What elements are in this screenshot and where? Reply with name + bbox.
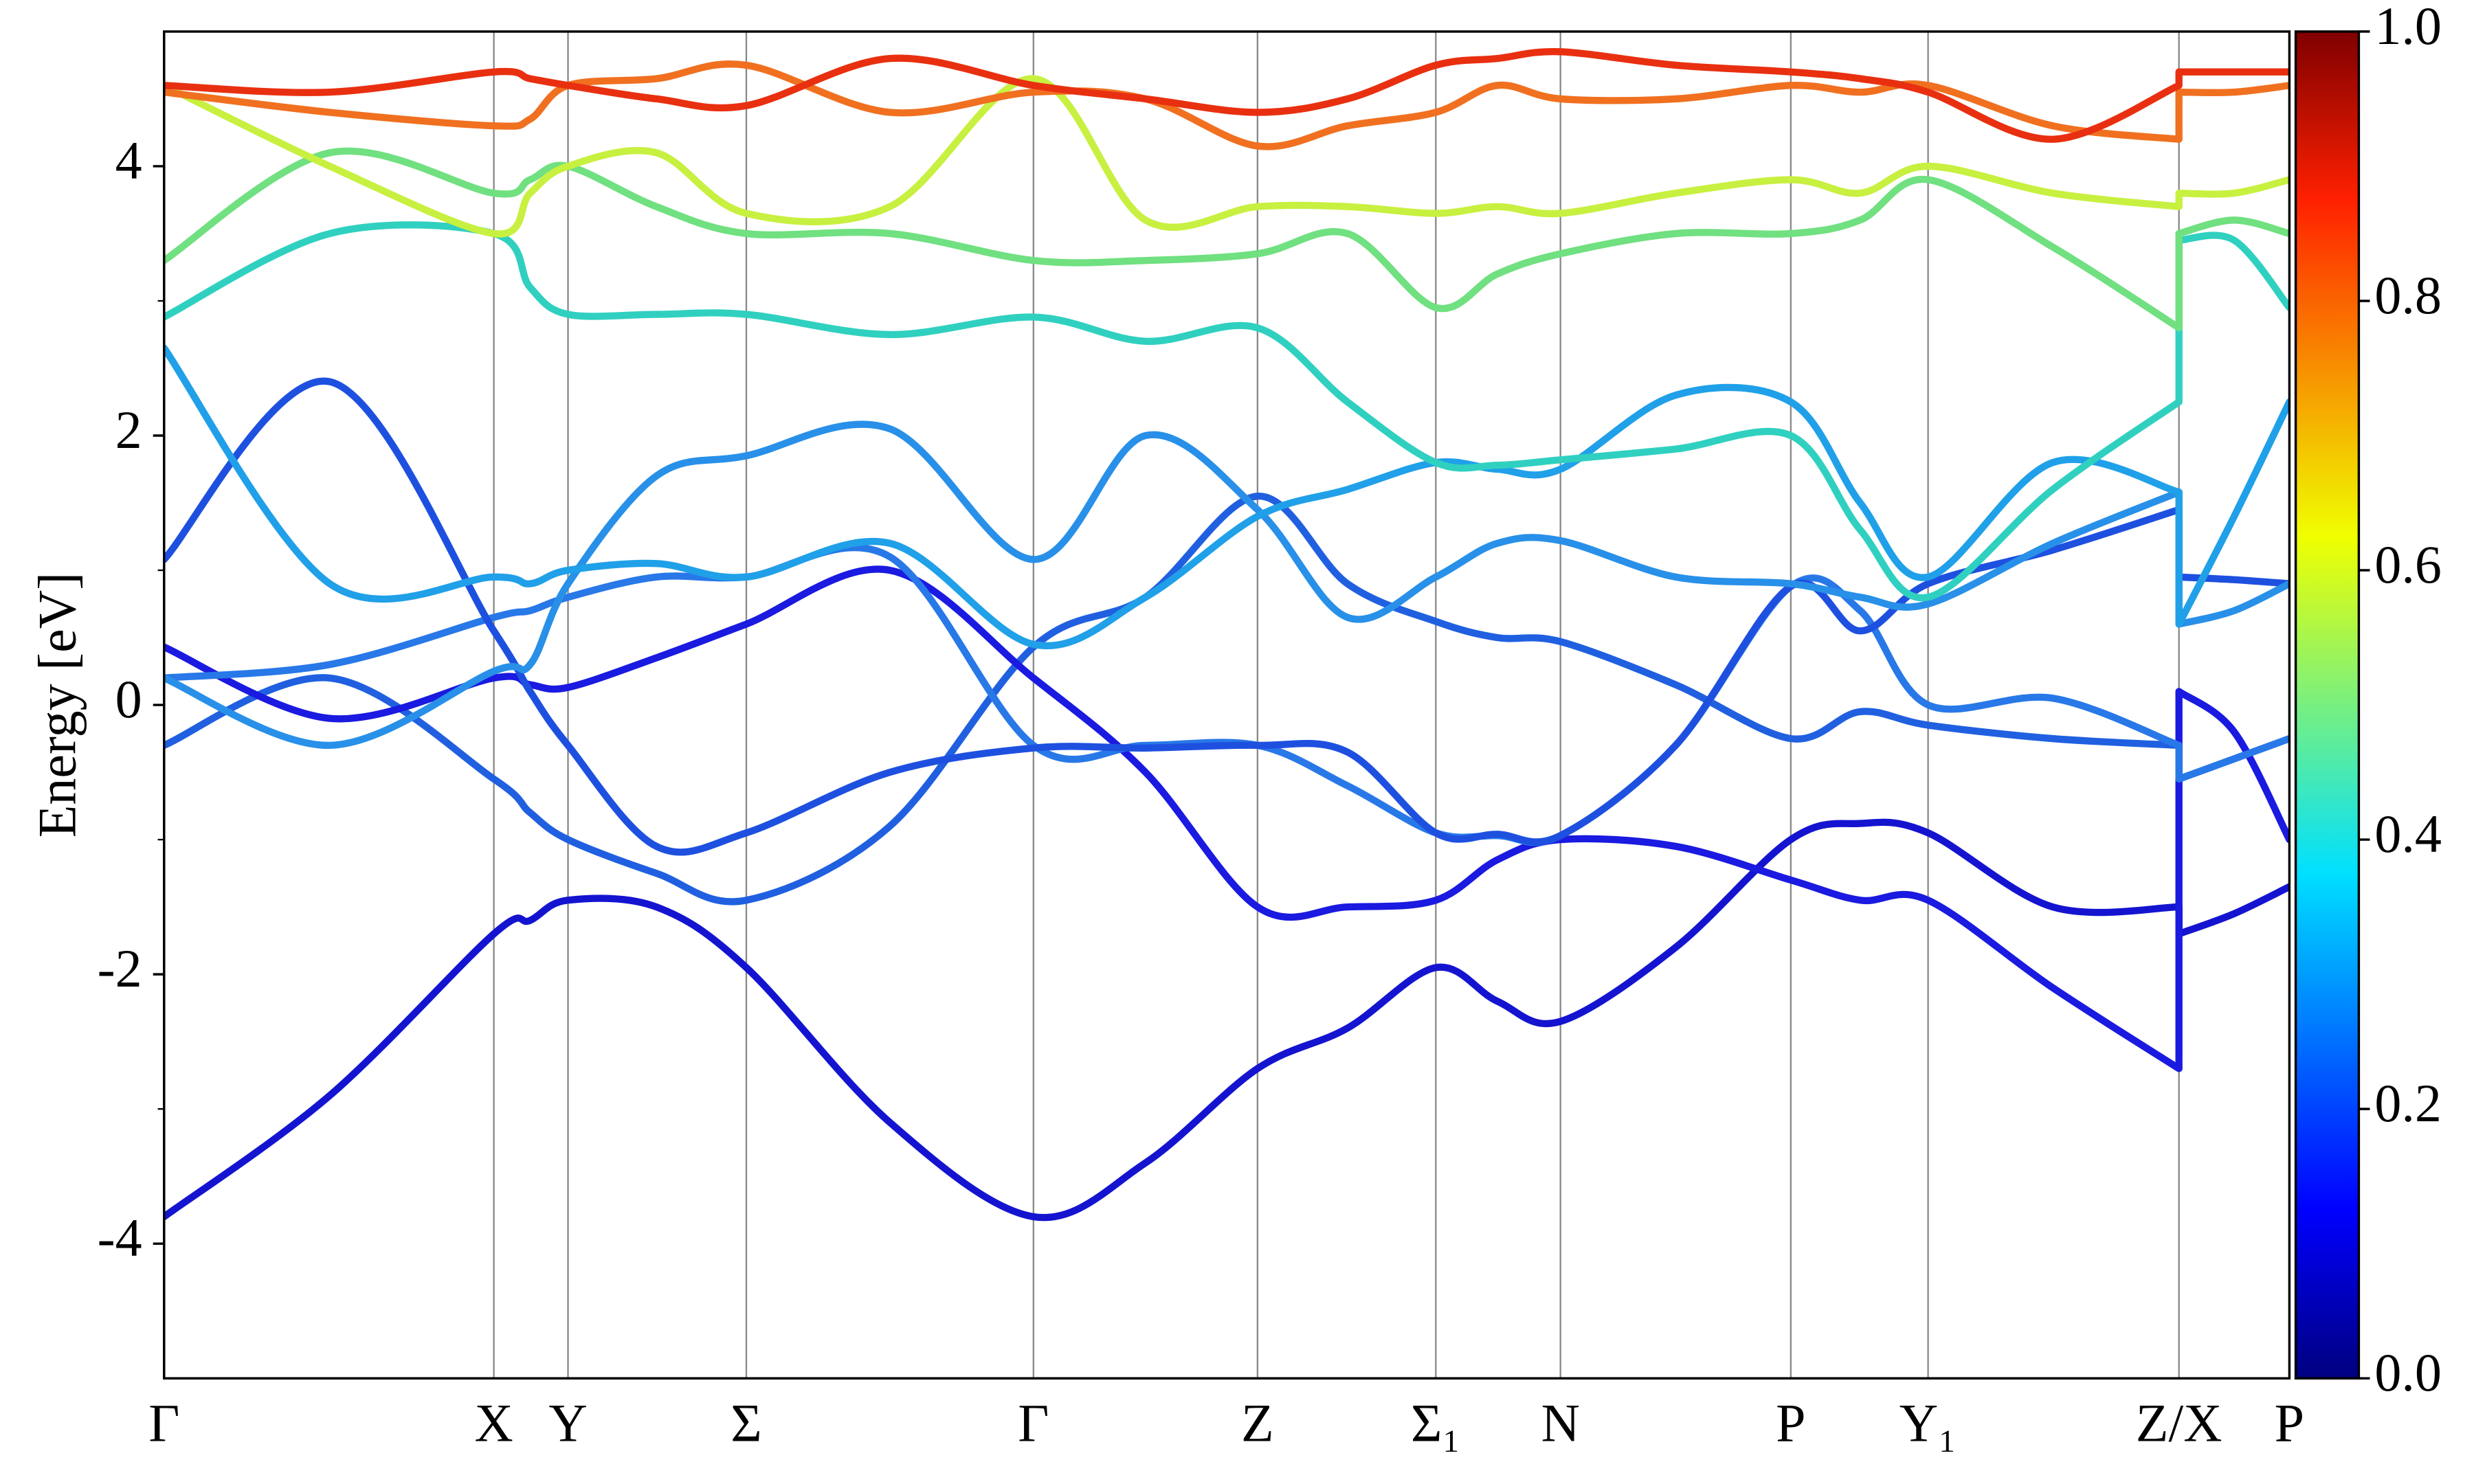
y-tick-label: -4 [98,1208,142,1268]
x-tick-label: Z/X [2136,1393,2222,1453]
bands [164,47,2290,1222]
band [164,493,2290,906]
x-tick-label: P [2275,1393,2304,1453]
band [164,60,2290,150]
y-axis-label: Energy [eV] [27,572,87,837]
x-tick-label: Γ [148,1393,179,1453]
band [164,377,2290,856]
x-tick-label: N [1541,1393,1579,1453]
plot-frame [163,30,2291,1380]
y-tick-label: 0 [115,669,142,729]
colorbar-tick-label: 0.4 [2374,804,2442,864]
band [164,420,2290,750]
y-tick-label: 2 [115,400,142,460]
x-tick-label: Y [548,1393,587,1453]
x-tick-label: Z [1241,1393,1274,1453]
y-tick-label: 4 [115,131,142,190]
band [164,221,2290,602]
colorbar-tick-label: 0.6 [2374,535,2442,594]
band [164,543,2290,846]
x-tick-label: X [474,1393,513,1453]
colorbar-tick-label: 1.0 [2374,0,2442,56]
x-tick-label: P [1776,1393,1805,1453]
band [164,147,2290,332]
x-tick-label: Y₁ [1899,1393,1957,1453]
band [164,47,2290,143]
colorbar-tick-label: 0.2 [2374,1073,2442,1133]
band [164,344,2290,649]
y-tick-label: -2 [98,938,142,998]
band [164,565,2290,1072]
band [164,818,2290,1222]
band [164,75,2290,238]
x-tick-label: Σ [731,1393,761,1453]
x-tick-label: Σ₁ [1411,1393,1461,1453]
colorbar [2294,30,2361,1380]
colorbar-tick-label: 0.8 [2374,265,2442,325]
colorbar-tick-label: 0.0 [2374,1342,2442,1402]
x-tick-label: Γ [1018,1393,1049,1453]
